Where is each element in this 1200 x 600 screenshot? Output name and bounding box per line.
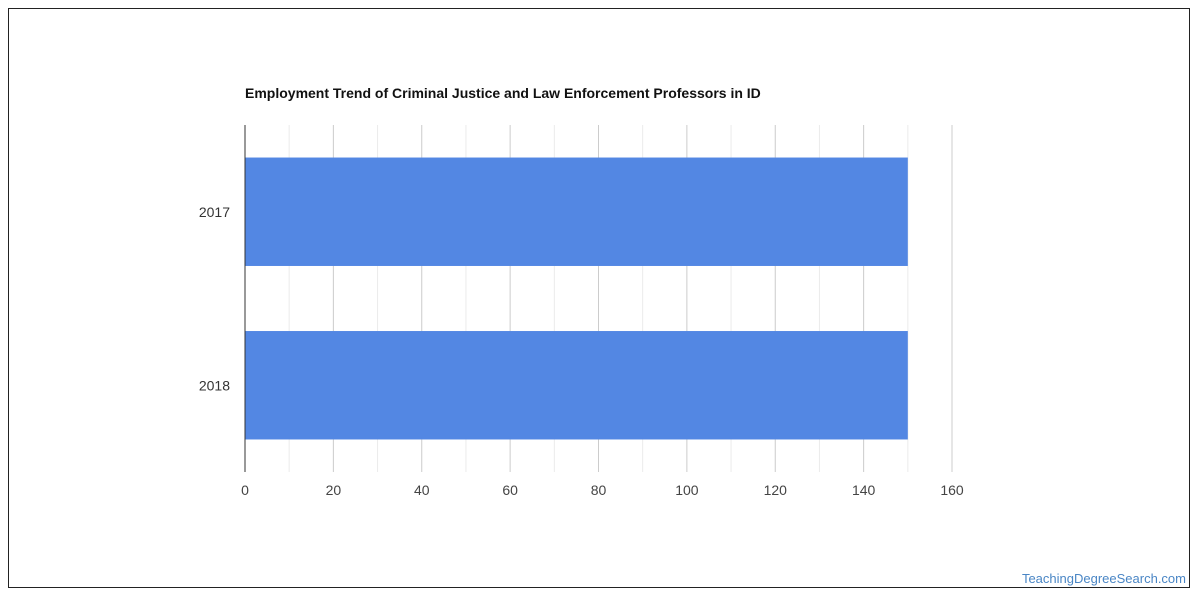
x-tick-label: 120 xyxy=(764,482,788,498)
bar xyxy=(245,331,908,440)
x-tick-label: 0 xyxy=(241,482,249,498)
x-tick-label: 80 xyxy=(591,482,607,498)
bar xyxy=(245,157,908,266)
watermark[interactable]: TeachingDegreeSearch.com xyxy=(1021,571,1186,586)
x-tick-label: 20 xyxy=(326,482,342,498)
x-tick-label: 140 xyxy=(852,482,876,498)
x-tick-label: 40 xyxy=(414,482,430,498)
chart-title: Employment Trend of Criminal Justice and… xyxy=(245,85,761,101)
y-category-label: 2018 xyxy=(199,377,230,393)
x-tick-label: 100 xyxy=(675,482,699,498)
x-tick-label: 60 xyxy=(502,482,518,498)
x-tick-label: 160 xyxy=(940,482,964,498)
y-category-label: 2017 xyxy=(199,204,230,220)
